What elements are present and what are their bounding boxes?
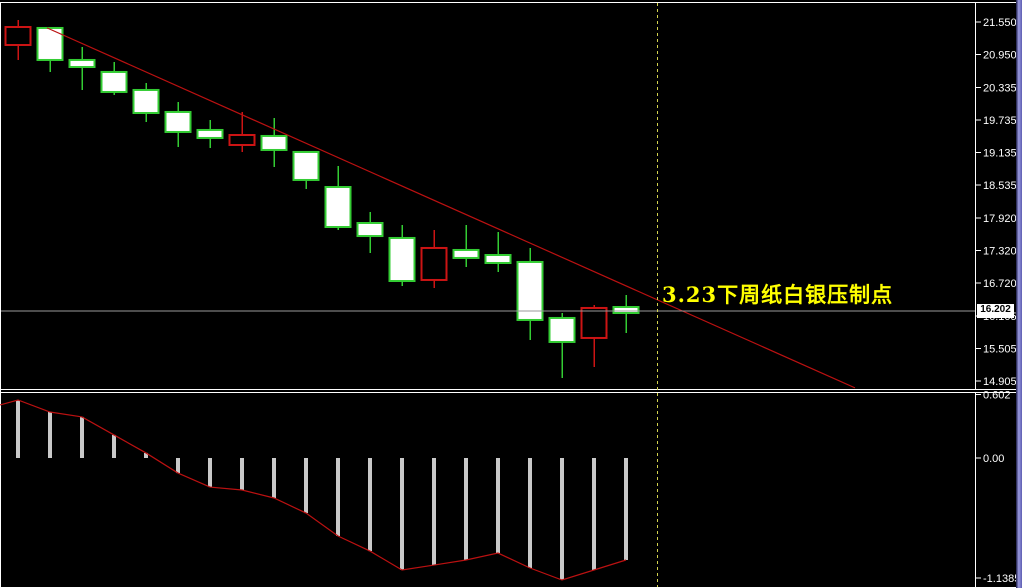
price-axis-label: 14.905	[983, 376, 1017, 388]
histogram-bar	[112, 434, 116, 458]
candle-body-bear	[4, 26, 32, 46]
histogram-bar	[272, 458, 276, 498]
price-axis-label: 17.320	[983, 246, 1017, 258]
histogram-bar	[400, 458, 404, 570]
histogram-bar	[432, 458, 436, 566]
histogram-bar	[80, 416, 84, 458]
candle-body-bear	[580, 306, 608, 339]
histogram-bar	[208, 458, 212, 488]
price-axis-label: 20.950	[983, 49, 1017, 61]
descending-trendline[interactable]	[46, 27, 856, 389]
histogram-bar	[624, 458, 628, 560]
vertical-scrollbar[interactable]	[1016, 0, 1022, 588]
indicator-axis-label: 0.00	[983, 453, 1004, 465]
candle-body-bull	[484, 254, 512, 264]
candle-body-bull	[516, 260, 544, 321]
candle-body-bull	[548, 316, 576, 343]
candle-body-bull	[324, 186, 352, 228]
price-axis-label: 16.720	[983, 278, 1017, 290]
candle-body-bull	[452, 248, 480, 259]
candle-body-bull	[196, 128, 224, 139]
candle-body-bull	[68, 58, 96, 68]
histogram-bar	[528, 458, 532, 568]
histogram-bar	[304, 458, 308, 514]
candle-body-bull	[132, 88, 160, 115]
candle-body-bull	[612, 306, 640, 314]
histogram-bar	[16, 400, 20, 458]
candle-body-bull	[356, 222, 384, 238]
histogram-bar	[240, 458, 244, 490]
indicator-axis-label: -1.1385	[983, 573, 1020, 585]
histogram-bar	[560, 458, 564, 580]
current-price-tag: 16.202	[977, 304, 1014, 318]
price-axis-label: 19.735	[983, 115, 1017, 127]
histogram-bar	[464, 458, 468, 560]
candle-body-bull	[100, 70, 128, 93]
candle-body-bull	[292, 150, 320, 181]
oscillator-signal-line	[0, 399, 627, 581]
price-axis-label: 20.335	[983, 83, 1017, 95]
price-axis-label: 21.550	[983, 17, 1017, 29]
price-axis-label: 18.535	[983, 180, 1017, 192]
histogram-bar	[368, 458, 372, 552]
price-axis-label: 17.920	[983, 213, 1017, 225]
indicator-axis-label: 0.602	[983, 390, 1011, 402]
candle-body-bull	[388, 236, 416, 283]
chart-annotation-text[interactable]: 3.23下周纸白银压制点	[662, 282, 894, 307]
candle-body-bear	[228, 134, 256, 146]
candle-body-bull	[260, 134, 288, 151]
histogram-bar	[176, 458, 180, 474]
histogram-bar	[496, 458, 500, 554]
candle-body-bull	[164, 110, 192, 133]
candle-body-bear	[420, 246, 448, 281]
price-axis-label: 19.135	[983, 147, 1017, 159]
histogram-bar	[336, 458, 340, 536]
price-axis-label: 15.505	[983, 344, 1017, 356]
histogram-bar	[144, 452, 148, 458]
histogram-bar	[48, 412, 52, 458]
histogram-bar	[592, 458, 596, 570]
